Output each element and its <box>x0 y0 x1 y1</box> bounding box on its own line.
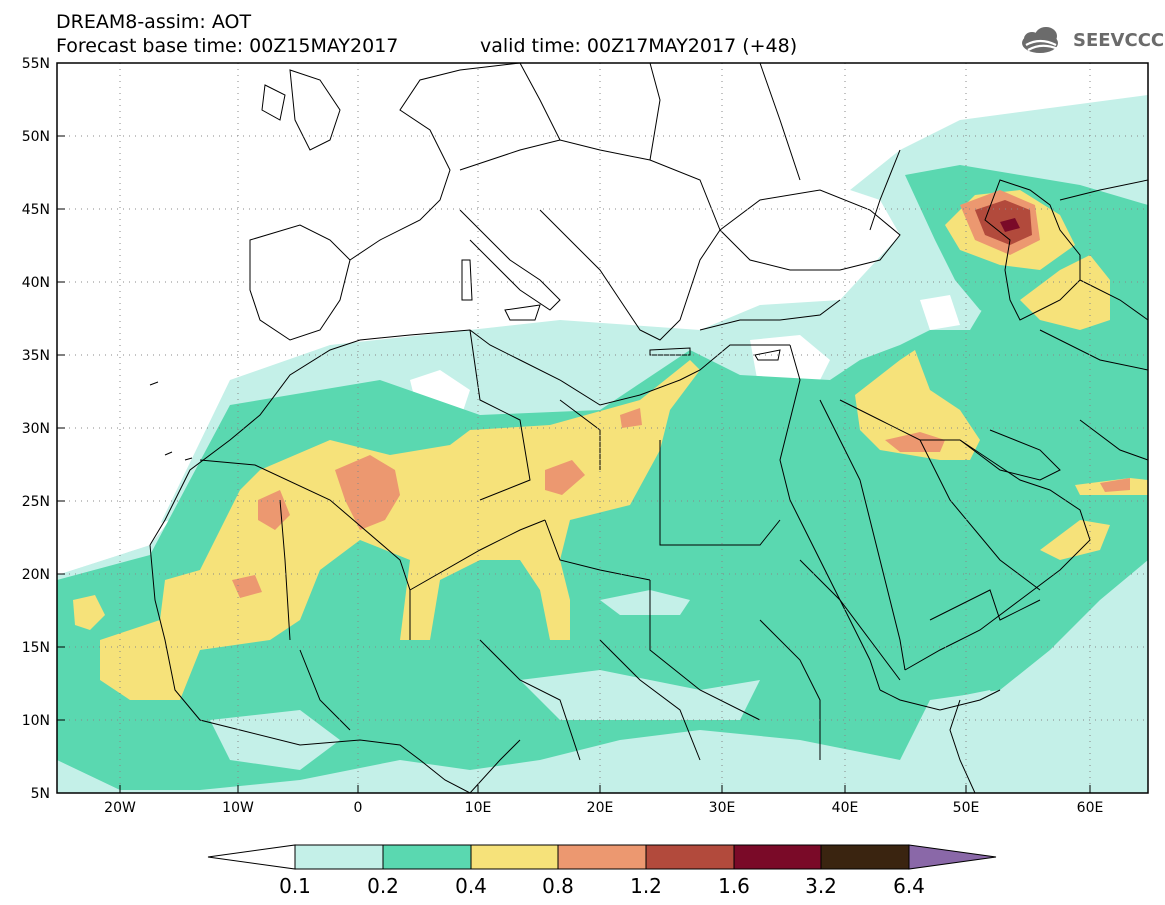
aot-region-1-6 <box>1000 218 1020 232</box>
seevccc-logo <box>1022 27 1059 53</box>
lon-label-40e: 40E <box>832 800 859 816</box>
valid-time: valid time: 00Z17MAY2017 (+48) <box>480 35 798 57</box>
lat-label-45n: 45N <box>22 202 50 218</box>
lon-label-20w: 20W <box>104 800 136 816</box>
lat-label-5n: 5N <box>31 786 50 802</box>
lat-label-40n: 40N <box>22 275 50 291</box>
lat-label-25n: 25N <box>22 494 50 510</box>
colorbar-segment <box>382 844 472 870</box>
lon-label-30e: 30E <box>709 800 736 816</box>
aot-region-0-8 <box>335 455 400 530</box>
lon-label-0: 0 <box>354 800 363 816</box>
lon-label-20e: 20E <box>587 800 614 816</box>
colorbar-low-arrow <box>207 844 296 870</box>
colorbar-segment <box>820 844 910 870</box>
aot-region-0-4 <box>100 360 700 700</box>
lat-label-15n: 15N <box>22 640 50 656</box>
coastlines <box>149 63 1148 793</box>
logo-text: SEEVCCC <box>1073 30 1165 51</box>
lat-label-20n: 20N <box>22 567 50 583</box>
cloud-icon <box>1022 27 1059 53</box>
lat-label-55n: 55N <box>22 56 50 72</box>
lon-label-10w: 10W <box>222 800 254 816</box>
colorbar <box>207 844 997 870</box>
lat-label-10n: 10N <box>22 713 50 729</box>
map-title: DREAM8-assim: AOT <box>56 11 252 33</box>
colorbar-segment <box>645 844 735 870</box>
colorbar-label: 0.4 <box>455 874 487 898</box>
colorbar-label: 6.4 <box>893 874 925 898</box>
lon-label-50e: 50E <box>953 800 980 816</box>
lat-label-30n: 30N <box>22 421 50 437</box>
colorbar-label: 0.8 <box>542 874 574 898</box>
lat-label-50n: 50N <box>22 129 50 145</box>
lon-label-60e: 60E <box>1077 800 1104 816</box>
lat-label-35n: 35N <box>22 348 50 364</box>
colorbar-high-arrow <box>908 844 997 870</box>
colorbar-segment <box>470 844 559 870</box>
forecast-base-time: Forecast base time: 00Z15MAY2017 <box>56 35 399 57</box>
colorbar-label: 1.2 <box>630 874 662 898</box>
colorbar-segment <box>733 844 822 870</box>
colorbar-label: 0.2 <box>367 874 399 898</box>
aot-field <box>57 63 1148 793</box>
ticks <box>57 62 1091 793</box>
colorbar-label: 3.2 <box>805 874 837 898</box>
lon-label-10e: 10E <box>465 800 492 816</box>
colorbar-segment <box>557 844 647 870</box>
colorbar-label: 1.6 <box>718 874 750 898</box>
colorbar-label: 0.1 <box>279 874 311 898</box>
colorbar-segment <box>294 844 384 870</box>
